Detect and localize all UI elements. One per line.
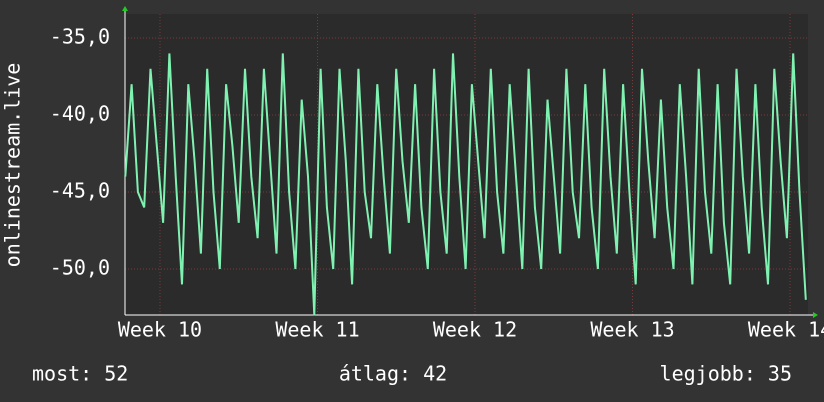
y-tick-label: -45,0 bbox=[50, 178, 110, 202]
x-tick-label: Week 10 bbox=[118, 318, 202, 342]
x-tick-label: Week 13 bbox=[590, 318, 674, 342]
plot-area bbox=[125, 14, 808, 315]
footer-stat: átlag: 42 bbox=[339, 362, 447, 386]
axis-arrow bbox=[122, 6, 128, 11]
y-tick-label: -35,0 bbox=[50, 25, 110, 49]
x-tick-label: Week 12 bbox=[433, 318, 517, 342]
footer-stat: most: 52 bbox=[32, 362, 128, 386]
y-tick-label: -50,0 bbox=[50, 255, 110, 279]
y-tick-label: -40,0 bbox=[50, 102, 110, 126]
axis-arrow bbox=[813, 312, 818, 318]
x-tick-label: Week 14 bbox=[748, 318, 824, 342]
y-axis-label: onlinestream.live bbox=[1, 63, 25, 268]
series-line bbox=[124, 53, 807, 316]
x-tick-label: Week 11 bbox=[275, 318, 359, 342]
footer-stat: legjobb: 35 bbox=[660, 362, 792, 386]
